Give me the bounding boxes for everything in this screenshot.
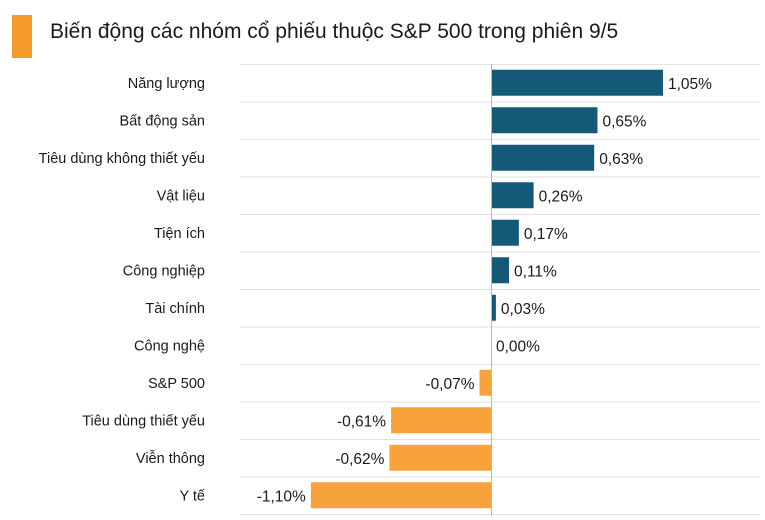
bar — [491, 69, 663, 96]
bar — [310, 482, 491, 509]
bar — [491, 257, 510, 284]
category-label: Tiêu dùng thiết yếu — [82, 413, 205, 429]
category-label: S&P 500 — [148, 376, 205, 392]
category-label: Y tế — [179, 488, 205, 504]
bar — [491, 107, 598, 134]
bar — [491, 182, 534, 209]
data-label: -0,61% — [337, 413, 386, 430]
category-label: Tài chính — [145, 301, 205, 317]
data-label: -1,10% — [257, 488, 306, 505]
data-label: 0,03% — [501, 301, 545, 318]
category-label: Tiêu dùng không thiết yếu — [39, 151, 205, 167]
title-accent-bar — [12, 15, 32, 58]
bar — [491, 294, 496, 321]
category-label: Tiện ích — [154, 226, 205, 242]
category-label: Công nghiệp — [123, 263, 205, 279]
bar — [391, 407, 491, 434]
data-label: -0,62% — [335, 451, 384, 468]
chart-title: Biến động các nhóm cổ phiếu thuộc S&P 50… — [50, 20, 619, 43]
category-label: Năng lượng — [128, 76, 205, 92]
data-label: 0,17% — [524, 226, 568, 243]
category-label: Công nghệ — [134, 338, 205, 354]
data-label: 1,05% — [668, 76, 712, 93]
bar — [389, 444, 491, 471]
data-label: 0,65% — [602, 113, 646, 130]
bar — [491, 219, 519, 246]
data-label: 0,00% — [496, 338, 540, 355]
bar — [479, 369, 491, 396]
category-label: Vật liệu — [157, 188, 205, 204]
data-label: -0,07% — [425, 376, 474, 393]
bar — [491, 144, 595, 171]
data-label: 0,63% — [599, 151, 643, 168]
data-label: 0,11% — [514, 263, 557, 280]
category-label: Bất động sản — [120, 113, 205, 129]
data-label: 0,26% — [539, 188, 583, 205]
category-label: Viễn thông — [136, 450, 205, 467]
